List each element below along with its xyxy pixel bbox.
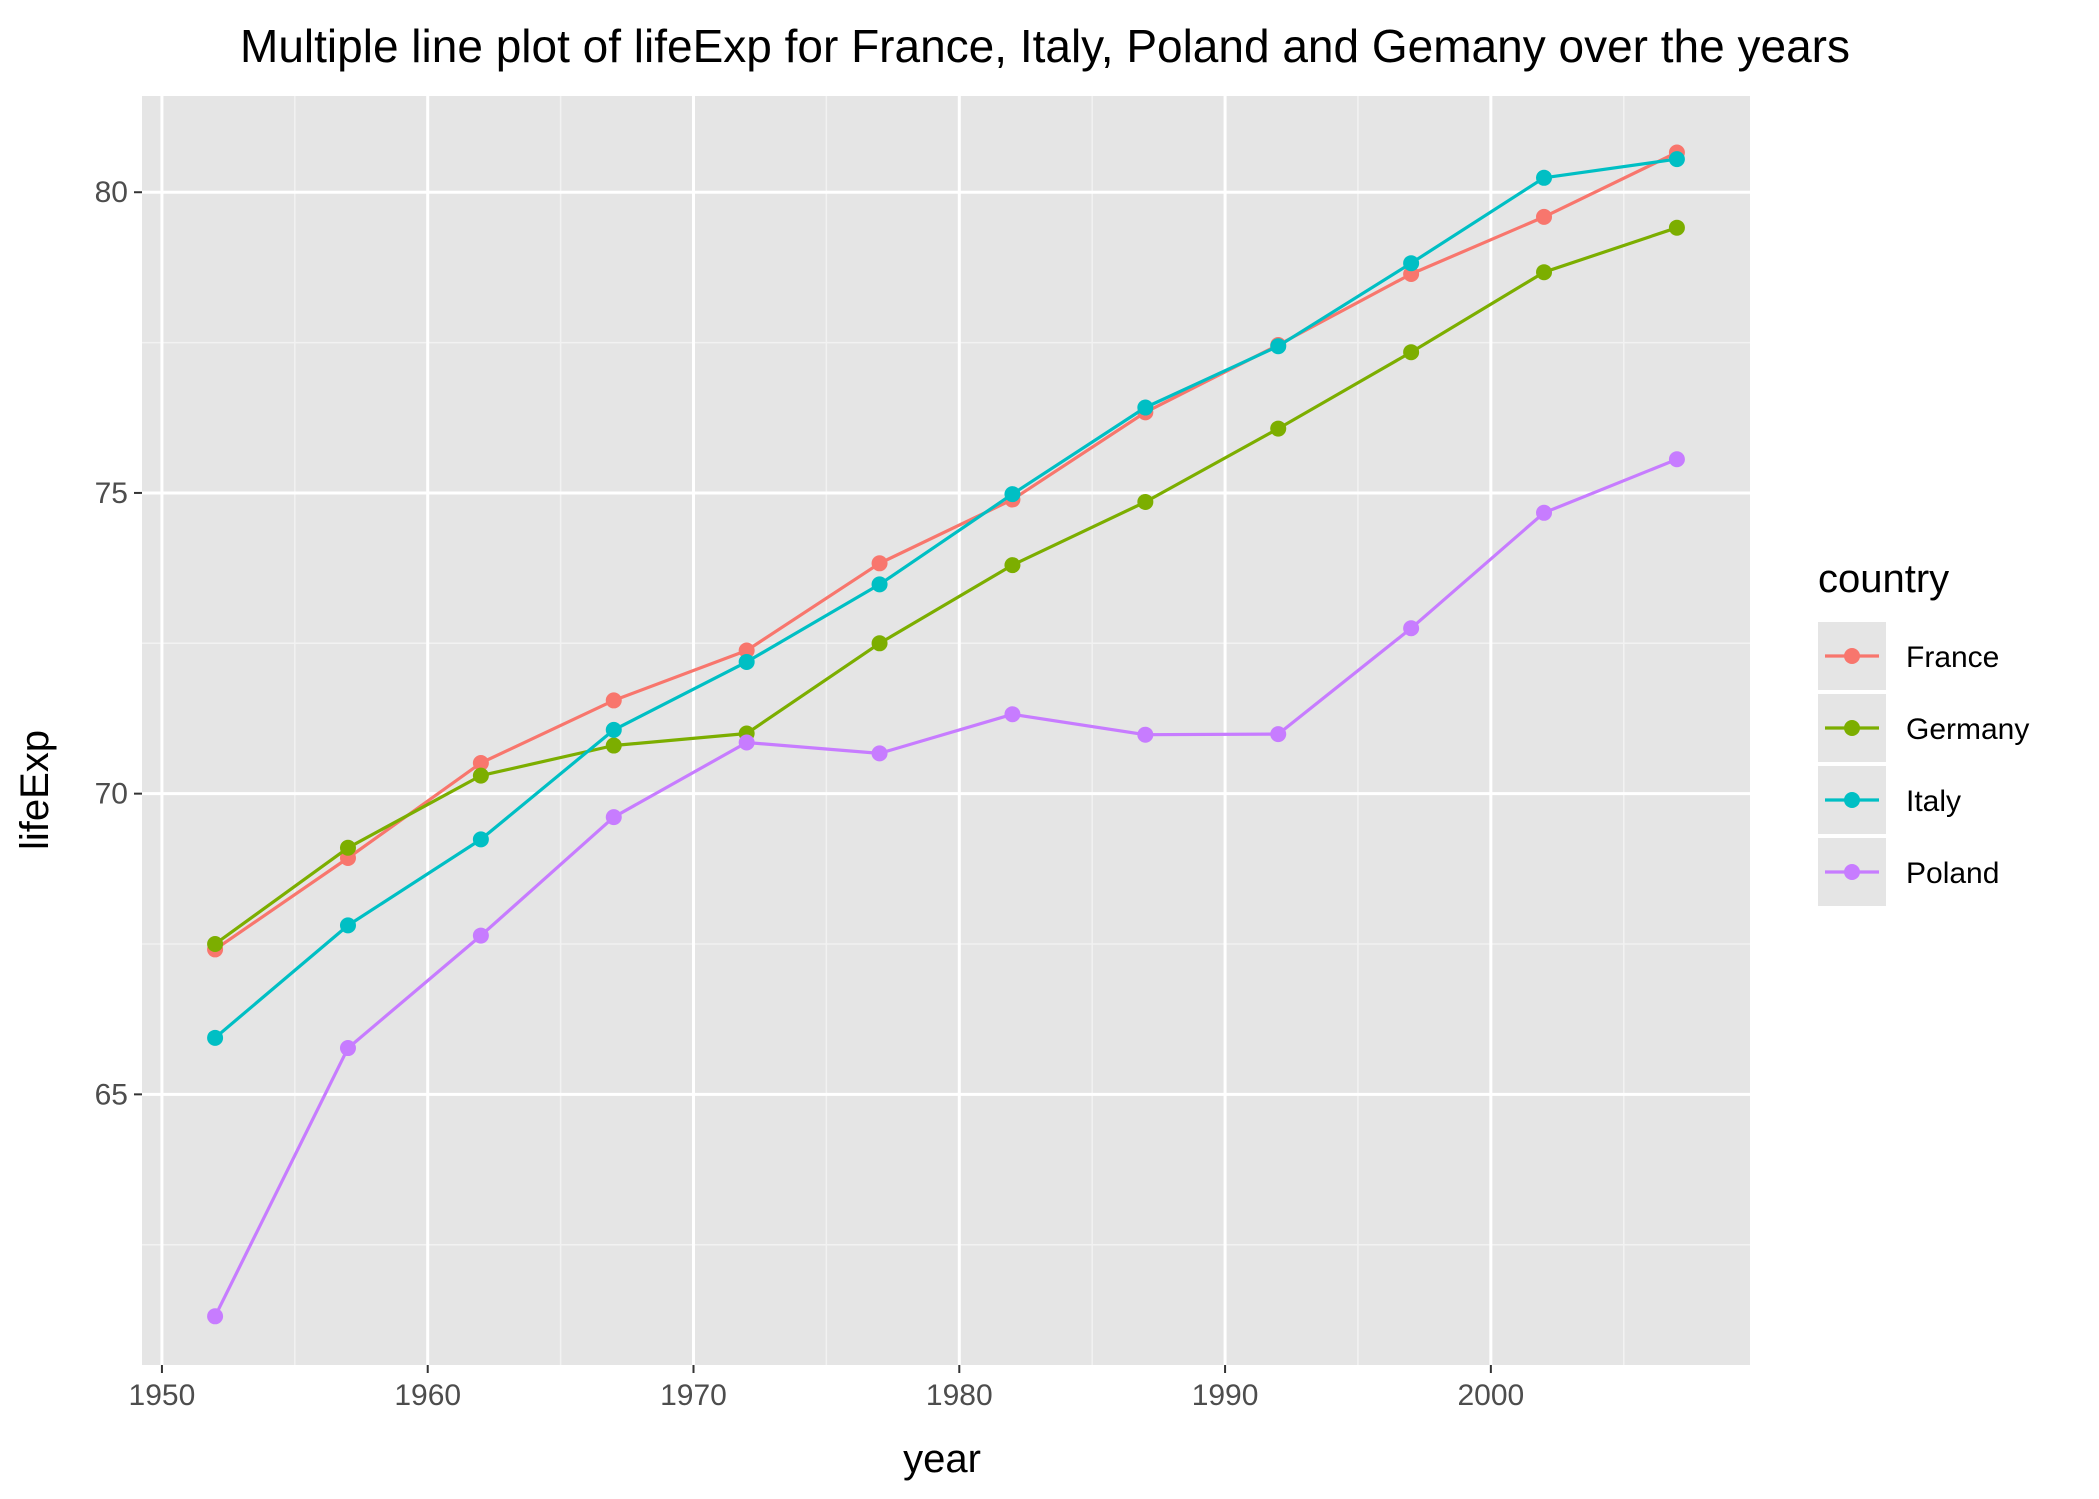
data-point-italy	[1403, 255, 1420, 272]
data-point-italy	[1536, 169, 1553, 186]
data-point-italy	[207, 1029, 224, 1046]
data-point-italy	[339, 917, 356, 934]
y-tick-label: 80	[95, 176, 128, 209]
data-point-france	[871, 555, 888, 572]
data-point-germany	[1137, 493, 1154, 510]
data-point-italy	[738, 653, 755, 670]
data-point-france	[472, 754, 489, 771]
data-point-poland	[1137, 726, 1154, 743]
data-point-italy	[1004, 486, 1021, 503]
data-point-italy	[472, 831, 489, 848]
data-point-poland	[1270, 726, 1287, 743]
data-point-germany	[1536, 264, 1553, 281]
data-point-italy	[1137, 399, 1154, 416]
x-tick-label: 1970	[660, 1379, 727, 1412]
legend-label-germany: Germany	[1906, 713, 2029, 746]
legend-label-france: France	[1906, 641, 1999, 674]
y-tick-label: 75	[95, 477, 128, 510]
legend-key-point-france	[1844, 648, 1860, 664]
legend-key-point-germany	[1844, 720, 1860, 736]
data-point-poland	[1668, 451, 1685, 468]
series-italy	[207, 151, 1685, 1046]
y-axis-title: lifeExp	[13, 730, 57, 850]
x-tick-label: 1950	[129, 1379, 196, 1412]
data-point-france	[738, 642, 755, 659]
x-tick-label: 1990	[1192, 1379, 1259, 1412]
data-point-poland	[339, 1040, 356, 1057]
data-point-poland	[1536, 504, 1553, 521]
legend-title: country	[1818, 557, 1949, 601]
y-tick-label: 70	[95, 778, 128, 811]
x-axis-title: year	[903, 1437, 981, 1481]
data-point-france	[605, 692, 622, 709]
data-point-germany	[1668, 219, 1685, 236]
data-point-poland	[207, 1308, 224, 1325]
data-point-poland	[1403, 620, 1420, 637]
series-line-poland	[213, 457, 1678, 1318]
data-point-germany	[1004, 557, 1021, 574]
plot-background	[142, 96, 1750, 1365]
series-line-italy	[214, 157, 1678, 1040]
legend-label-italy: Italy	[1906, 785, 1961, 818]
data-point-poland	[1004, 706, 1021, 723]
data-point-germany	[207, 936, 224, 953]
x-tick-label: 2000	[1457, 1379, 1524, 1412]
legend-key-point-italy	[1844, 792, 1860, 808]
data-point-poland	[871, 745, 888, 762]
data-point-poland	[738, 734, 755, 751]
data-point-poland	[605, 809, 622, 826]
data-point-italy	[605, 721, 622, 738]
series-germany	[207, 219, 1685, 953]
data-point-germany	[1403, 344, 1420, 361]
data-point-germany	[339, 839, 356, 856]
data-point-germany	[1270, 420, 1287, 437]
data-point-italy	[871, 576, 888, 593]
legend-label-poland: Poland	[1906, 857, 1999, 890]
data-point-france	[1536, 208, 1553, 225]
series-line-france	[214, 151, 1678, 951]
data-point-germany	[472, 767, 489, 784]
plot-panel	[142, 96, 1750, 1365]
series-poland	[207, 451, 1685, 1325]
y-tick-label: 65	[95, 1078, 128, 1111]
chart-title: Multiple line plot of lifeExp for France…	[240, 20, 1850, 72]
legend: country France Germany Italy Poland	[1818, 557, 2029, 906]
data-point-italy	[1668, 151, 1685, 168]
plot-series	[207, 144, 1685, 1325]
x-tick-label: 1980	[926, 1379, 993, 1412]
x-tick-label: 1960	[394, 1379, 461, 1412]
data-point-germany	[871, 635, 888, 652]
data-point-germany	[605, 737, 622, 754]
axis-ticks: 1950 1960 1970 1980 1990 2000 65 70 75 80	[95, 176, 1525, 1412]
data-point-italy	[1270, 338, 1287, 355]
series-line-germany	[214, 226, 1678, 946]
data-point-poland	[472, 927, 489, 944]
legend-key-point-poland	[1844, 864, 1860, 880]
